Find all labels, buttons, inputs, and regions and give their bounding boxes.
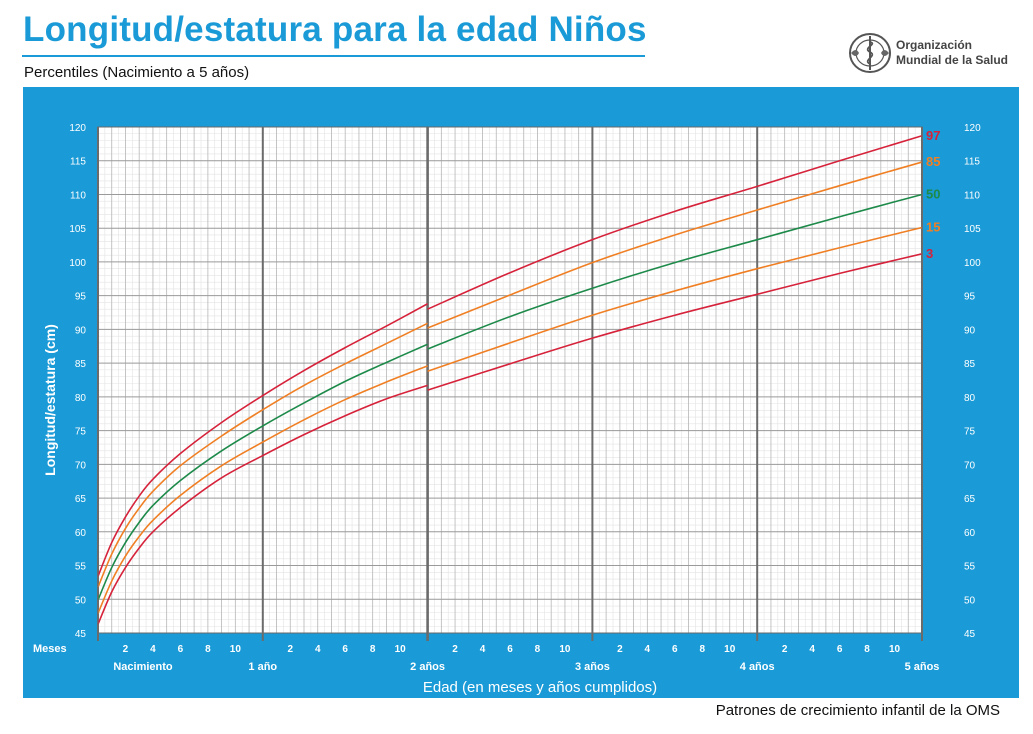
- series-label-p97: 97: [926, 128, 940, 143]
- who-emblem-icon: [849, 33, 891, 73]
- month-tick-label: 10: [230, 644, 242, 655]
- y-tick-label-left: 110: [70, 190, 86, 201]
- y-tick-label-left: 90: [75, 325, 87, 336]
- month-tick-label: 10: [559, 644, 571, 655]
- x-axis-title: Edad (en meses y años cumplidos): [423, 679, 657, 696]
- y-tick-label-right: 120: [964, 123, 981, 134]
- series-label-p15: 15: [926, 220, 940, 235]
- y-tick-label-right: 80: [964, 393, 976, 404]
- series-label-p50: 50: [926, 186, 940, 201]
- year-label: 4 años: [740, 661, 775, 673]
- month-tick-label: 2: [287, 644, 293, 655]
- month-tick-label: 8: [864, 644, 870, 655]
- year-label: Nacimiento: [113, 661, 173, 673]
- y-tick-label-left: 70: [75, 460, 87, 471]
- month-tick-label: 6: [178, 644, 184, 655]
- year-label: 5 años: [905, 661, 940, 673]
- chart-panel: 45 45 50 50 55 55 60 60 65 65 70 70 75 75 80 80 85 85 90 90…: [23, 87, 1019, 698]
- month-tick-label: 4: [809, 644, 815, 655]
- y-tick-label-right: 85: [964, 359, 976, 370]
- series-line-p50-24-60: [427, 193, 923, 350]
- y-tick-label-right: 110: [964, 190, 980, 201]
- y-tick-label-right: 65: [964, 494, 976, 505]
- month-tick-label: 8: [370, 644, 376, 655]
- y-axis-title: Longitud/estatura (cm): [42, 324, 58, 476]
- months-label: Meses: [33, 643, 67, 655]
- month-tick-label: 8: [535, 644, 541, 655]
- y-tick-label-right: 45: [964, 629, 976, 640]
- who-org-line2: Mundial de la Salud: [896, 53, 1009, 67]
- series-line-p3-0-24: [97, 384, 428, 625]
- y-tick-label-right: 100: [964, 258, 981, 269]
- who-org-line1: Organización: [896, 38, 973, 52]
- y-tick-label-right: 55: [964, 562, 976, 573]
- month-tick-label: 4: [150, 644, 156, 655]
- y-tick-label-left: 95: [75, 292, 87, 303]
- month-tick-label: 10: [395, 644, 407, 655]
- month-tick-label: 6: [507, 644, 513, 655]
- y-tick-label-right: 90: [964, 325, 976, 336]
- series-label-p3: 3: [926, 246, 933, 261]
- month-tick-label: 2: [617, 644, 623, 655]
- month-tick-label: 6: [342, 644, 348, 655]
- y-tick-label-left: 45: [75, 629, 87, 640]
- series-label-p85: 85: [926, 154, 940, 169]
- month-tick-label: 2: [123, 644, 129, 655]
- plot-border: [97, 126, 923, 634]
- year-label: 1 año: [248, 661, 277, 673]
- y-tick-label-left: 115: [70, 157, 86, 168]
- y-tick-label-right: 95: [964, 292, 976, 303]
- month-tick-label: 4: [645, 644, 651, 655]
- month-tick-label: 10: [889, 644, 901, 655]
- y-tick-label-right: 115: [964, 157, 980, 168]
- y-tick-label-left: 75: [75, 427, 87, 438]
- y-tick-label-right: 50: [964, 595, 976, 606]
- page-title: Longitud/estatura para la edad Niños: [23, 10, 647, 49]
- series-line-p15-24-60: [427, 226, 923, 372]
- y-tick-label-left: 60: [75, 528, 87, 539]
- month-tick-label: 2: [782, 644, 788, 655]
- y-tick-label-right: 75: [964, 427, 976, 438]
- month-tick-label: 10: [724, 644, 736, 655]
- series-line-p97-24-60: [427, 135, 923, 310]
- month-tick-label: 8: [205, 644, 211, 655]
- series-line-p85-0-24: [97, 322, 428, 588]
- growth-chart: 45 45 50 50 55 55 60 60 65 65 70 70 75 75 80 80 85 85 90 90…: [33, 123, 981, 696]
- month-tick-label: 2: [452, 644, 458, 655]
- series-line-p15-0-24: [97, 365, 428, 614]
- series-line-p50-0-24: [97, 343, 428, 601]
- month-tick-label: 4: [315, 644, 321, 655]
- y-tick-label-left: 65: [75, 494, 87, 505]
- month-tick-label: 6: [672, 644, 678, 655]
- y-tick-label-left: 105: [69, 224, 86, 235]
- month-tick-label: 4: [480, 644, 486, 655]
- series-line-p3-24-60: [427, 253, 923, 391]
- y-tick-label-left: 100: [69, 258, 86, 269]
- month-tick-label: 8: [699, 644, 705, 655]
- y-tick-label-left: 50: [75, 595, 87, 606]
- y-tick-label-left: 120: [69, 123, 86, 134]
- y-tick-label-left: 80: [75, 393, 87, 404]
- month-tick-label: 6: [837, 644, 843, 655]
- y-tick-label-left: 55: [75, 562, 87, 573]
- series-line-p97-0-24: [97, 303, 428, 577]
- y-tick-label-right: 70: [964, 460, 976, 471]
- series-line-p85-24-60: [427, 161, 923, 329]
- footer-caption: Patrones de crecimiento infantil de la O…: [715, 702, 1000, 719]
- who-logo: Organización Mundial de la Salud: [848, 32, 1018, 74]
- title-underline: [22, 55, 645, 57]
- page-subtitle: Percentiles (Nacimiento a 5 años): [24, 64, 250, 81]
- y-tick-label-right: 105: [964, 224, 981, 235]
- y-tick-label-right: 60: [964, 528, 976, 539]
- y-tick-label-left: 85: [75, 359, 87, 370]
- year-label: 2 años: [410, 661, 445, 673]
- who-text: Organización Mundial de la Salud: [896, 38, 1008, 68]
- year-label: 3 años: [575, 661, 610, 673]
